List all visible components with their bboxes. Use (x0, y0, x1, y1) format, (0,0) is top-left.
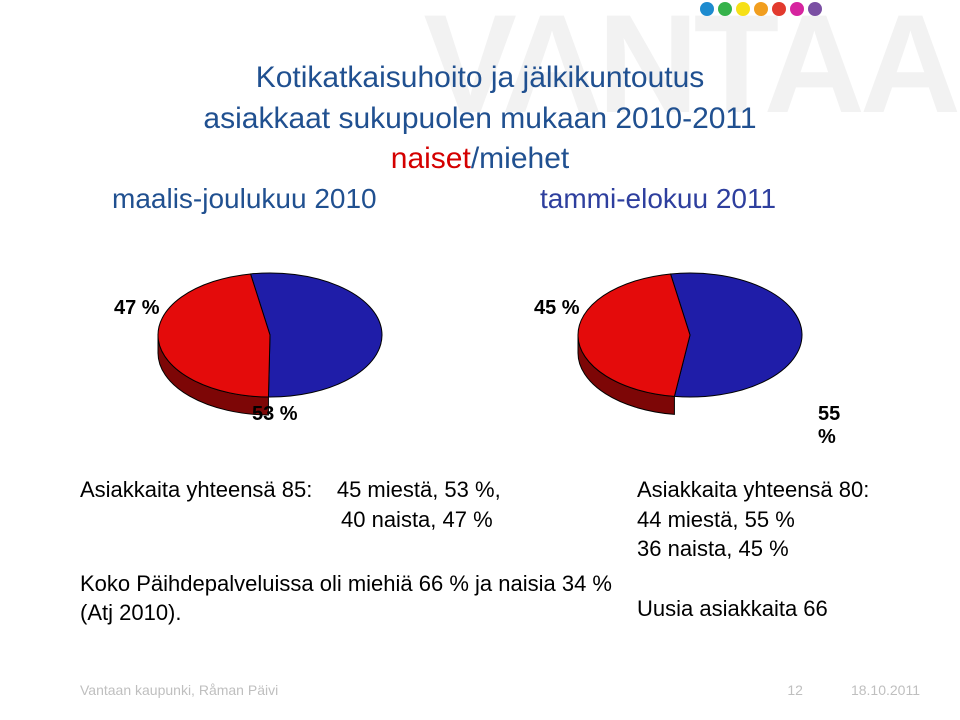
pie-right-label-55: 55 % (818, 403, 840, 449)
slide: VANTAA Kotikatkaisuhoito ja jälkikuntout… (0, 0, 960, 720)
decorative-dot-strip (700, 2, 822, 16)
dot-7 (808, 2, 822, 16)
title-line-3: naiset/miehet (0, 139, 960, 180)
stats-right-line1: Asiakkaita yhteensä 80: (637, 477, 869, 502)
footnote: Koko Päihdepalveluissa oli miehiä 66 % j… (80, 570, 612, 627)
stats-right-line3: 36 naista, 45 % (637, 536, 789, 561)
stats-left: Asiakkaita yhteensä 85: 45 miestä, 53 %,… (80, 475, 600, 534)
dot-2 (718, 2, 732, 16)
period-right: tammi-elokuu 2011 (540, 183, 776, 215)
stats-right-line4: Uusia asiakkaita 66 (637, 596, 828, 621)
pie-left-label-53: 53 % (252, 403, 298, 426)
footnote-line2: (Atj 2010). (80, 600, 182, 625)
stats-left-line1b: 45 miestä, 53 %, (337, 477, 501, 502)
title-line-1: Kotikatkaisuhoito ja jälkikuntoutus (0, 58, 960, 99)
footer-page: 12 (787, 682, 803, 698)
title-miehet: miehet (479, 142, 569, 175)
footnote-line1: Koko Päihdepalveluissa oli miehiä 66 % j… (80, 571, 612, 596)
footer-author: Vantaan kaupunki, Råman Päivi (80, 682, 278, 698)
stats-left-line2: 40 naista, 47 % (341, 507, 493, 532)
pie-right-svg (570, 265, 810, 425)
dot-3 (736, 2, 750, 16)
footer-date: 18.10.2011 (851, 682, 920, 698)
footer: Vantaan kaupunki, Råman Päivi 12 18.10.2… (80, 682, 920, 698)
period-left: maalis-joulukuu 2010 (112, 183, 377, 215)
title-line-2: asiakkaat sukupuolen mukaan 2010-2011 (0, 99, 960, 140)
stats-right: Asiakkaita yhteensä 80: 44 miestä, 55 % … (637, 475, 937, 623)
pie-right: 45 % 55 % (570, 265, 810, 415)
title-naiset: naiset (391, 142, 471, 175)
pie-left-svg (150, 265, 390, 425)
pie-right-label-45: 45 % (534, 297, 580, 320)
stats-left-line1a: Asiakkaita yhteensä 85: (80, 477, 312, 502)
stats-right-line2: 44 miestä, 55 % (637, 507, 795, 532)
dot-1 (700, 2, 714, 16)
dot-4 (754, 2, 768, 16)
pie-left-label-47: 47 % (114, 297, 160, 320)
title-slash: / (471, 142, 479, 175)
dot-5 (772, 2, 786, 16)
title-block: Kotikatkaisuhoito ja jälkikuntoutus asia… (0, 58, 960, 180)
pie-left: 47 % 53 % (150, 265, 390, 415)
dot-6 (790, 2, 804, 16)
